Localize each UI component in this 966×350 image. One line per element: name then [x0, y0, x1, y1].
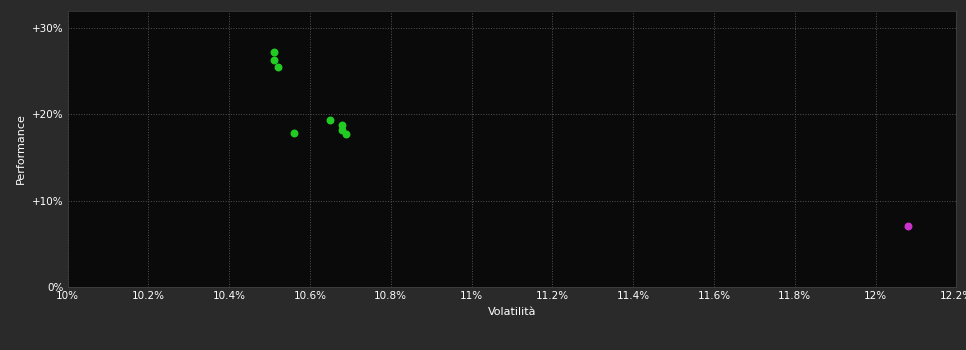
Y-axis label: Performance: Performance: [16, 113, 26, 184]
Point: [334, 122, 350, 128]
Point: [900, 223, 916, 229]
Point: [270, 64, 285, 69]
Point: [334, 127, 350, 133]
Point: [266, 57, 281, 63]
Point: [286, 131, 301, 136]
Point: [323, 118, 338, 123]
X-axis label: Volatilità: Volatilità: [488, 307, 536, 317]
Point: [266, 49, 281, 55]
Point: [339, 131, 355, 137]
